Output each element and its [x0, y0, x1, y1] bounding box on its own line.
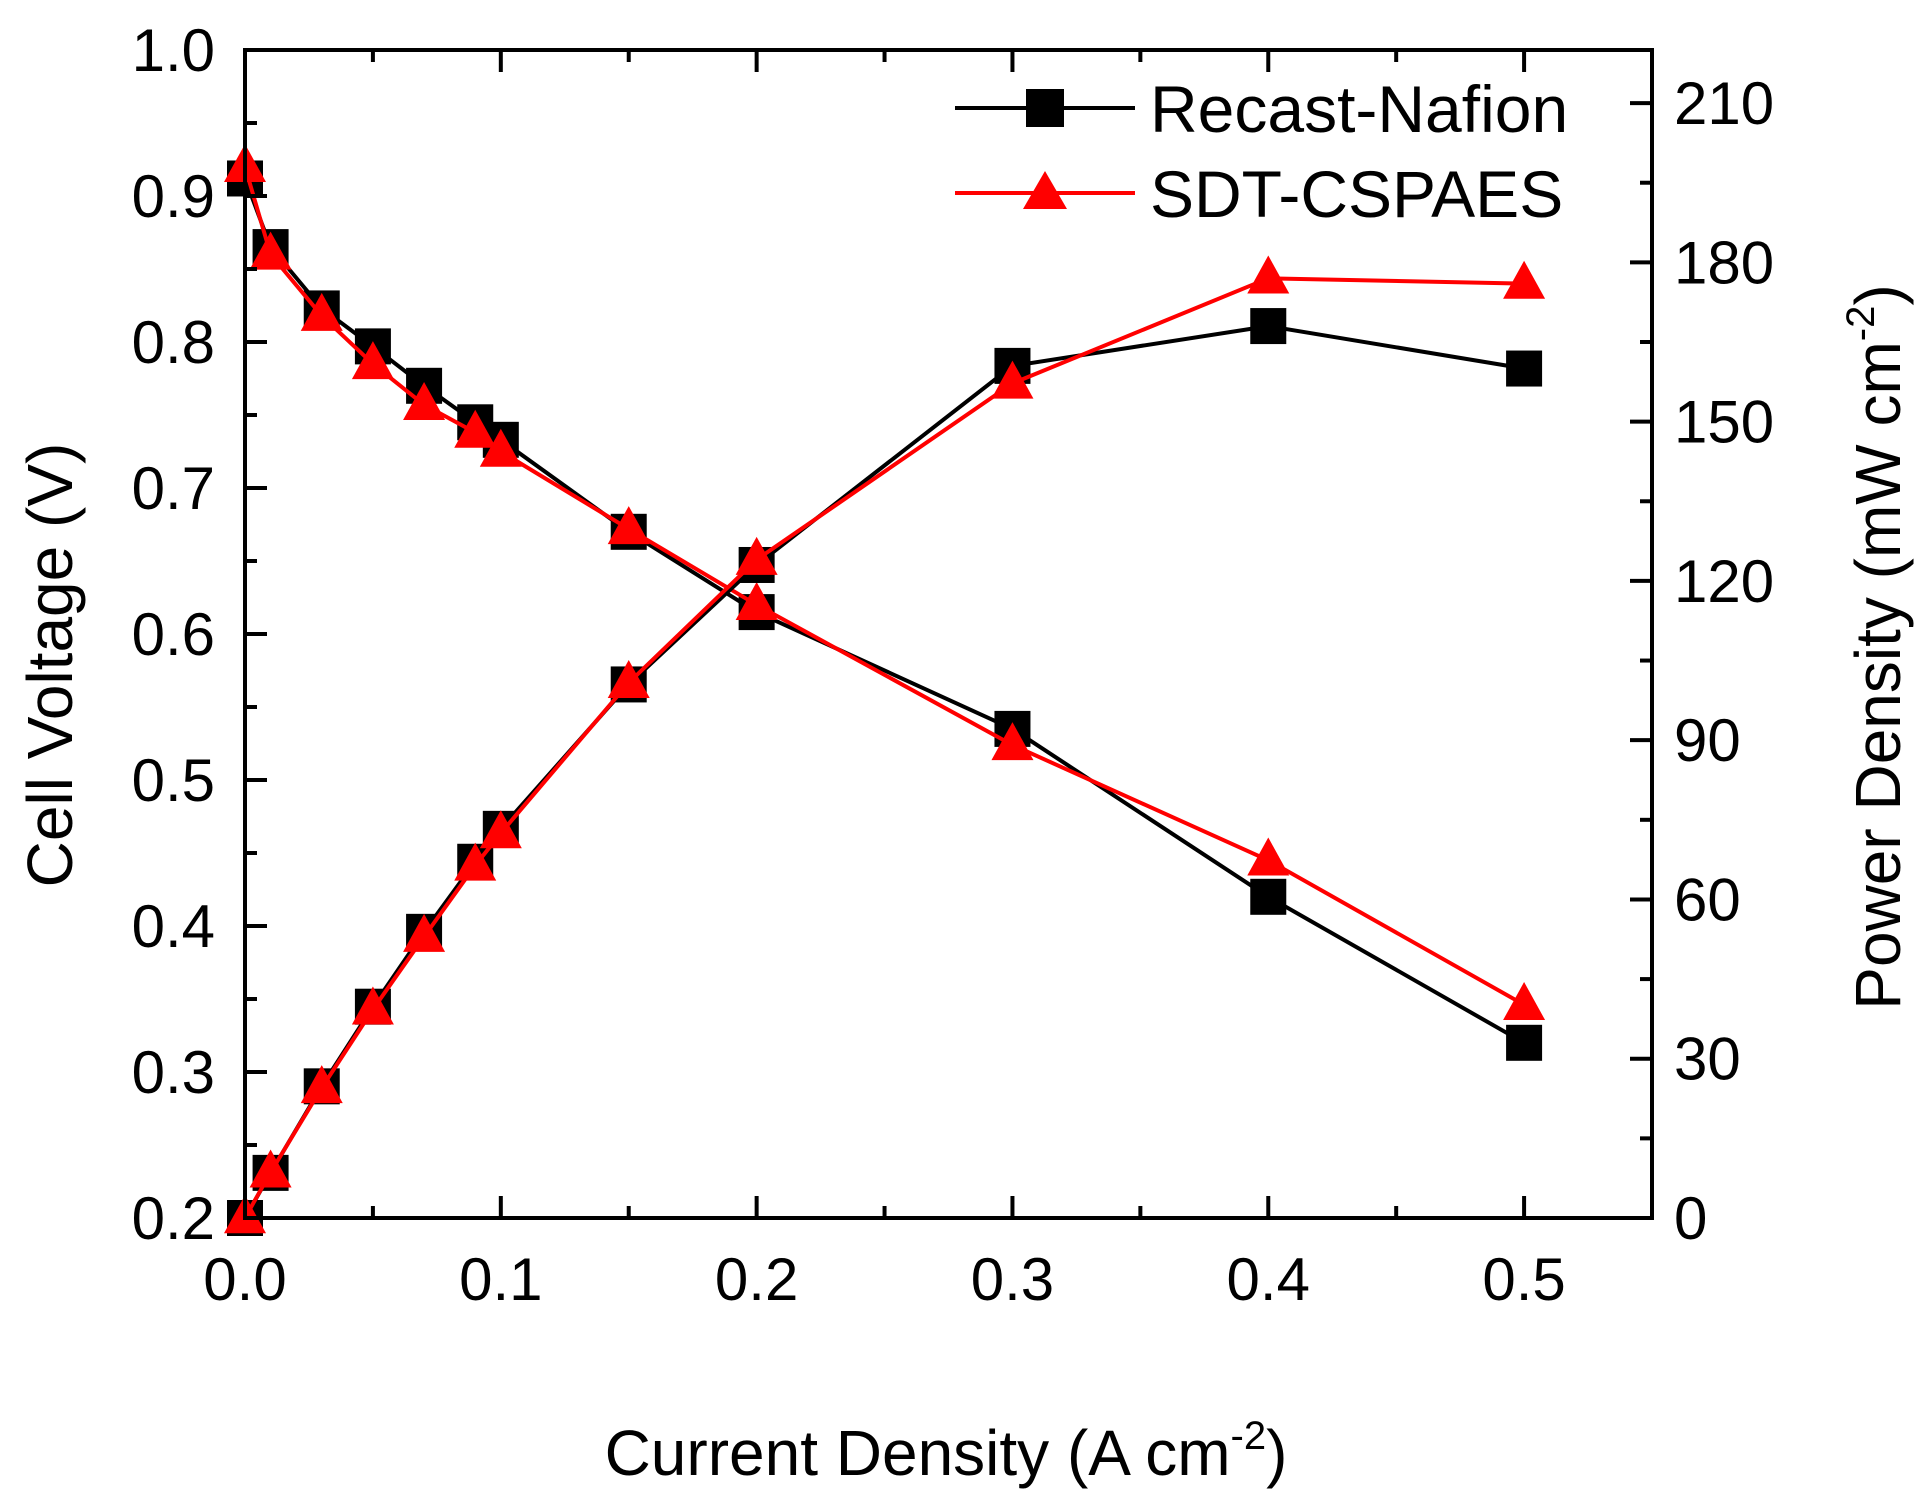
y-tick-label: 0.7: [132, 455, 215, 522]
y2-axis-title: Power Density (mW cm-2): [1839, 284, 1914, 1009]
axes-layer: 0.0 0.1 0.2 0.3 0.4 0.5 0.2 0.3 0.4 0.5 0.6 0.7 0.8 0…: [132, 17, 1775, 1313]
data-point-recast-nafion-power: [1506, 350, 1543, 387]
series-layer: [224, 144, 1546, 1236]
data-point-sdt-cspaes-voltage: [735, 582, 778, 620]
legend-label-sdt-cspaes: SDT-CSPAES: [1150, 157, 1563, 231]
x-tick-label: 0.1: [459, 1246, 542, 1313]
data-point-sdt-cspaes-voltage: [300, 292, 343, 331]
data-point-sdt-cspaes-voltage: [1247, 837, 1290, 876]
data-point-sdt-cspaes-voltage: [991, 722, 1034, 761]
legend-marker-sdt-cspaes: [1023, 171, 1067, 209]
x-tick-label: 0.4: [1227, 1246, 1310, 1313]
data-point-sdt-cspaes-power: [351, 986, 394, 1025]
series-recast-nafion-power: [227, 308, 1543, 1236]
series-line-sdt-cspaes-voltage: [243, 166, 1526, 1007]
series-sdt-cspaes-voltage: [224, 144, 1546, 1021]
data-point-sdt-cspaes-power: [403, 913, 446, 952]
data-point-sdt-cspaes-voltage: [607, 506, 650, 545]
data-point-sdt-cspaes-power: [454, 842, 497, 881]
legend-marker-recast-nafion: [1026, 89, 1064, 127]
y-tick-label: 1.0: [132, 17, 215, 84]
y2-tick-label: 210: [1674, 70, 1774, 137]
data-point-recast-nafion-power: [1250, 308, 1287, 345]
data-point-sdt-cspaes-power: [479, 810, 522, 849]
y-tick-label: 0.5: [132, 747, 215, 814]
legend: Recast-Nafion SDT-CSPAES: [955, 72, 1568, 231]
data-point-recast-nafion-voltage: [1506, 1024, 1543, 1061]
data-point-sdt-cspaes-power: [1247, 255, 1290, 294]
data-point-sdt-cspaes-voltage: [351, 341, 394, 380]
x-tick-label: 0.0: [203, 1246, 286, 1313]
y-tick-label: 0.4: [132, 893, 215, 960]
series-line-recast-nafion-power: [243, 324, 1525, 1219]
series-sdt-cspaes-power: [224, 255, 1546, 1234]
y2-tick-label: 150: [1674, 389, 1774, 456]
y-tick-label: 0.9: [132, 163, 215, 230]
y-tick-label: 0.2: [132, 1185, 215, 1252]
y-tick-label: 0.8: [132, 309, 215, 376]
y-tick-label: 0.6: [132, 601, 215, 668]
data-point-recast-nafion-voltage: [1250, 878, 1287, 915]
y-tick-label: 0.3: [132, 1039, 215, 1106]
data-point-sdt-cspaes-voltage: [1503, 982, 1546, 1021]
y2-tick-label: 120: [1674, 548, 1774, 615]
data-point-sdt-cspaes-power: [607, 660, 650, 699]
y2-tick-label: 90: [1674, 707, 1741, 774]
data-point-sdt-cspaes-power: [735, 536, 778, 575]
x-tick-label: 0.2: [715, 1246, 798, 1313]
y2-tick-label: 60: [1674, 866, 1741, 933]
data-point-sdt-cspaes-power: [249, 1149, 292, 1188]
data-point-sdt-cspaes-power: [1503, 260, 1546, 299]
x-axis-title: Current Density (A cm-2): [605, 1414, 1288, 1489]
x-tick-label: 0.3: [971, 1246, 1054, 1313]
data-point-sdt-cspaes-voltage: [249, 231, 292, 270]
data-point-sdt-cspaes-power: [300, 1065, 343, 1104]
y-axis-title: Cell Voltage (V): [14, 443, 86, 888]
data-point-sdt-cspaes-voltage: [479, 428, 522, 467]
data-point-sdt-cspaes-voltage: [454, 409, 497, 448]
y2-tick-label: 30: [1674, 1026, 1741, 1093]
legend-label-recast-nafion: Recast-Nafion: [1150, 72, 1568, 146]
data-point-sdt-cspaes-voltage: [403, 381, 446, 420]
y2-tick-label: 0: [1674, 1185, 1707, 1252]
x-tick-label: 0.5: [1482, 1246, 1565, 1313]
y2-tick-label: 180: [1674, 229, 1774, 296]
data-point-sdt-cspaes-power: [991, 360, 1034, 399]
labels-layer: Current Density (A cm-2) Cell Voltage (V…: [14, 284, 1914, 1489]
